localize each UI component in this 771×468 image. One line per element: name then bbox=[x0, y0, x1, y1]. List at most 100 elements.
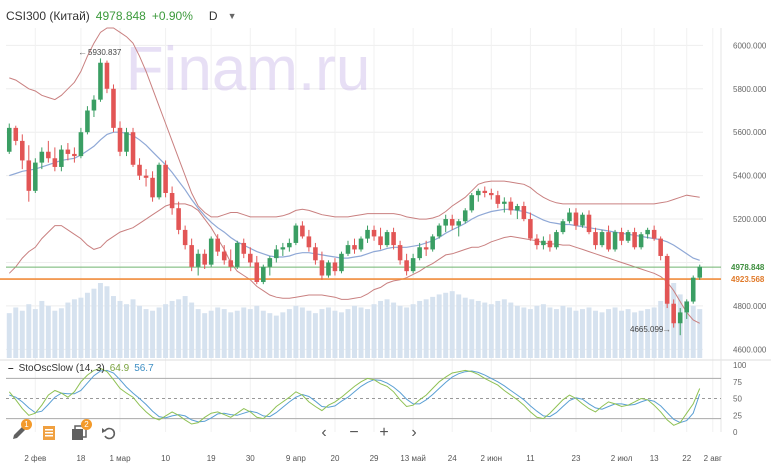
volume-bar bbox=[371, 304, 377, 358]
scroll-left-button[interactable]: ‹ bbox=[315, 422, 333, 444]
candle-body bbox=[462, 210, 468, 222]
time-tick-label: 30 bbox=[246, 454, 255, 463]
candle-body bbox=[684, 301, 689, 313]
candle-body bbox=[143, 175, 149, 178]
volume-bar bbox=[104, 286, 110, 358]
collapse-indicator-icon[interactable]: – bbox=[8, 363, 14, 374]
candle-body bbox=[85, 110, 90, 133]
volume-bar bbox=[189, 302, 195, 358]
candle-body bbox=[98, 62, 103, 100]
time-tick-label: 2 авг bbox=[704, 454, 722, 463]
extreme-annotations: 5930.837 4665.099 ← → bbox=[78, 47, 671, 334]
volume-bar bbox=[462, 297, 468, 358]
volume-bar bbox=[6, 313, 12, 358]
volume-bar bbox=[658, 300, 664, 358]
volume-bar bbox=[65, 302, 71, 358]
volume-bar bbox=[124, 304, 129, 358]
zoom-in-button[interactable]: + bbox=[375, 422, 393, 444]
time-tick-label: 2 июн bbox=[481, 454, 503, 463]
candlesticks bbox=[6, 58, 703, 336]
volume-bar bbox=[606, 309, 612, 358]
chart-navigation: ‹ − + › bbox=[315, 422, 423, 444]
timeframe-selector[interactable]: D bbox=[208, 9, 218, 23]
volume-bar bbox=[163, 304, 169, 358]
watermark: Finam.ru bbox=[126, 35, 371, 104]
time-tick-label: 2 фев bbox=[24, 454, 46, 463]
stochastic-panel: 100 75 50 25 0 bbox=[6, 361, 747, 437]
candle-body bbox=[482, 190, 488, 193]
volume-bar bbox=[469, 299, 475, 358]
price-tick-label: 5400.000 bbox=[733, 172, 767, 181]
indicators-button[interactable]: 2 bbox=[68, 419, 92, 444]
oscillator-k-value: 64.9 bbox=[109, 363, 130, 374]
candle-body bbox=[261, 266, 266, 283]
zoom-out-button[interactable]: − bbox=[345, 422, 363, 444]
pencil-button[interactable]: 1 bbox=[8, 419, 32, 444]
candle-body bbox=[78, 132, 84, 157]
time-tick-label: 10 bbox=[161, 454, 170, 463]
scroll-right-button[interactable]: › bbox=[405, 422, 423, 444]
volume-bar bbox=[273, 315, 279, 358]
time-tick-label: 2 июл bbox=[611, 454, 633, 463]
volume-bar bbox=[241, 307, 247, 358]
candle-body bbox=[156, 164, 162, 198]
volume-bar bbox=[508, 302, 514, 358]
undo-button[interactable] bbox=[98, 422, 120, 444]
volume-bar bbox=[267, 313, 273, 358]
volume-bar bbox=[156, 307, 162, 358]
candle-body bbox=[593, 232, 598, 246]
volume-bar bbox=[690, 305, 696, 358]
candle-body bbox=[489, 193, 494, 196]
volume-bar bbox=[664, 288, 670, 358]
candle-body bbox=[72, 153, 77, 157]
candle-body bbox=[430, 236, 435, 250]
candle-body bbox=[46, 151, 51, 159]
candle-body bbox=[247, 253, 253, 263]
bb-lower-line bbox=[8, 203, 700, 324]
chevron-down-icon[interactable]: ▼ bbox=[227, 11, 237, 21]
candle-body bbox=[137, 164, 142, 176]
symbol-name[interactable]: CSI300 (Китай) bbox=[6, 9, 90, 23]
volume-bar bbox=[488, 304, 494, 358]
candle-body bbox=[625, 232, 631, 241]
candle-body bbox=[391, 232, 396, 246]
candle-body bbox=[697, 266, 703, 278]
volume-bar bbox=[580, 309, 585, 358]
volume-bar bbox=[202, 313, 208, 358]
volume-bar bbox=[430, 296, 436, 358]
volume-bar bbox=[58, 308, 64, 358]
candle-body bbox=[449, 219, 455, 226]
time-tick-label: 18 bbox=[76, 454, 85, 463]
price-axis: 6000.000 5800.000 5600.000 5400.000 5200.000… bbox=[728, 41, 769, 354]
candle-body bbox=[436, 225, 442, 237]
candle-body bbox=[456, 221, 462, 226]
time-tick-label: 22 bbox=[682, 454, 691, 463]
volume-bar bbox=[436, 294, 442, 358]
time-tick-label: 29 bbox=[370, 454, 379, 463]
last-price-label: 4978.848 bbox=[731, 263, 765, 272]
candle-body bbox=[658, 238, 663, 256]
candle-body bbox=[150, 177, 155, 198]
volume-bar bbox=[586, 307, 592, 358]
volume-bar bbox=[599, 312, 605, 358]
time-tick-label: 23 bbox=[572, 454, 581, 463]
volume-bar bbox=[143, 309, 149, 358]
indicators-badge: 2 bbox=[81, 419, 92, 430]
volume-bar bbox=[319, 309, 325, 358]
volume-bar bbox=[312, 313, 318, 358]
document-button[interactable] bbox=[38, 422, 60, 444]
candle-body bbox=[59, 149, 64, 167]
volume-bar bbox=[117, 300, 123, 358]
candle-body bbox=[573, 212, 579, 226]
candle-body bbox=[215, 238, 220, 252]
volume-bar bbox=[534, 305, 540, 358]
candle-body bbox=[365, 229, 370, 239]
volume-bar bbox=[553, 309, 559, 358]
candle-body bbox=[508, 201, 514, 211]
volume-bar bbox=[32, 309, 38, 358]
candle-body bbox=[515, 206, 520, 211]
candle-body bbox=[91, 99, 97, 111]
volume-bar bbox=[475, 300, 481, 358]
price-tick-label: 4800.000 bbox=[733, 302, 767, 311]
